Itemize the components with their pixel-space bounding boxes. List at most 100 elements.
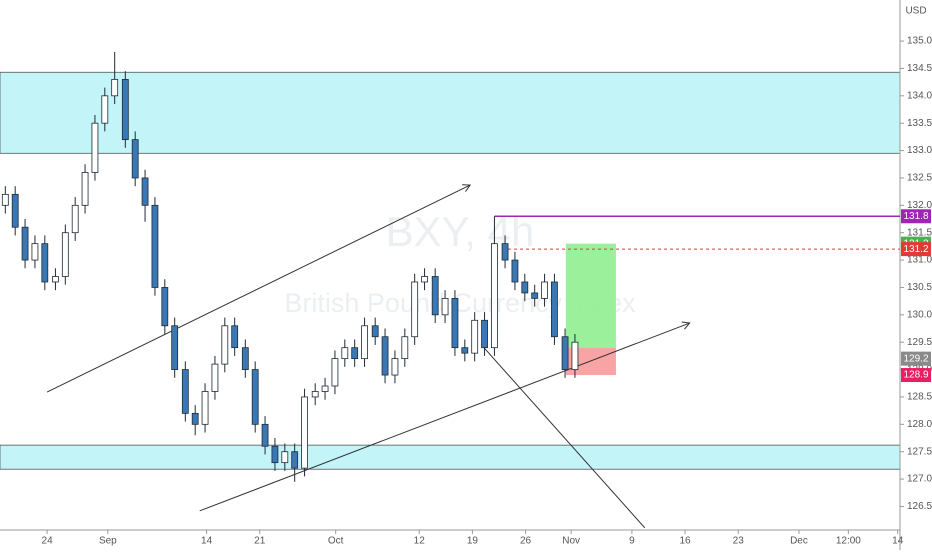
- price-label: 131.2: [903, 244, 928, 255]
- candle-body: [411, 281, 419, 338]
- candle-body: [21, 226, 29, 261]
- x-tick-label: 9: [629, 536, 635, 547]
- candle-body: [401, 336, 409, 360]
- y-tick-label: 135.0: [907, 36, 932, 47]
- x-tick-label: 14: [892, 536, 904, 547]
- y-tick-label: 130.0: [907, 309, 932, 320]
- candle-body: [251, 369, 259, 425]
- candle-body: [571, 341, 579, 370]
- candle-body: [1, 193, 9, 206]
- candle-body: [191, 412, 199, 425]
- candle-body: [541, 281, 548, 299]
- y-tick-label: 127.5: [907, 446, 932, 457]
- x-tick-label: 12:00: [836, 536, 861, 547]
- candle-body: [451, 297, 459, 349]
- x-tick-label: 12: [414, 536, 426, 547]
- x-tick-label: Nov: [562, 536, 580, 547]
- y-tick-label: 133.0: [907, 145, 932, 156]
- x-tick-label: 23: [733, 536, 745, 547]
- candle-body: [161, 287, 169, 327]
- y-tick-label: 131.5: [907, 227, 932, 238]
- candle-body: [561, 336, 569, 370]
- candle-body: [441, 297, 449, 316]
- x-tick-label: 24: [42, 536, 54, 547]
- candle-body: [291, 451, 299, 469]
- x-tick-label: Sep: [99, 536, 117, 547]
- candle-body: [531, 292, 539, 299]
- candle-body: [461, 347, 469, 354]
- y-tick-label: 132.5: [907, 173, 932, 184]
- candle-body: [11, 193, 19, 228]
- position-profit: [565, 243, 616, 348]
- price-label: 131.8: [903, 211, 928, 222]
- y-tick-label: 131.0: [907, 255, 932, 266]
- candle-body: [271, 445, 279, 464]
- candle-body: [551, 281, 558, 338]
- candle-body: [221, 325, 229, 365]
- y-tick-label: 129.5: [907, 337, 932, 348]
- candle-body: [521, 281, 529, 294]
- candle-body: [361, 325, 368, 360]
- zones: [0, 71, 901, 470]
- candle-body: [371, 325, 379, 338]
- trend-line: [481, 344, 646, 529]
- y-tick-label: 127.0: [907, 474, 932, 485]
- candle-body: [41, 243, 49, 283]
- candle-body: [121, 78, 129, 141]
- candle-body: [91, 122, 99, 173]
- candle-body: [31, 243, 39, 261]
- candle-body: [491, 243, 498, 349]
- trend-line: [46, 184, 471, 393]
- x-tick-label: 26: [520, 536, 532, 547]
- x-tick-label: 21: [254, 536, 266, 547]
- candle-body: [61, 232, 69, 277]
- candle-body: [421, 276, 428, 283]
- y-tick-label: 133.5: [907, 118, 932, 129]
- price-label-box: [901, 368, 931, 383]
- candle-body: [281, 451, 289, 464]
- y-tick-label: 128.0: [907, 419, 932, 430]
- price-label-box: [901, 242, 931, 257]
- y-tick-label: 134.5: [907, 63, 932, 74]
- currency-label: USD: [905, 6, 926, 17]
- candle-body: [101, 95, 109, 124]
- candle-body: [171, 325, 179, 370]
- candle-body: [391, 358, 399, 376]
- candle-body: [261, 423, 269, 447]
- price-label: 128.9: [903, 370, 928, 381]
- candle-body: [341, 347, 349, 360]
- candle-body: [71, 204, 79, 234]
- candle-body: [211, 363, 219, 392]
- candle-body: [511, 259, 519, 283]
- candle-body: [501, 243, 509, 261]
- candle-body: [431, 276, 439, 316]
- candle-body: [381, 336, 389, 376]
- price-label-box: [901, 351, 931, 366]
- y-tick-label: 126.5: [907, 501, 932, 512]
- candle-body: [241, 347, 249, 370]
- candle-body: [151, 204, 159, 288]
- candle-body: [351, 347, 359, 360]
- candle-body: [52, 276, 59, 283]
- zone: [0, 444, 901, 470]
- x-tick-label: 19: [467, 536, 479, 547]
- candle-body: [231, 325, 239, 349]
- price-label: 129.2: [903, 353, 928, 364]
- candle-body: [331, 358, 339, 387]
- x-tick-label: Dec: [790, 536, 808, 547]
- x-tick-label: Oct: [328, 536, 344, 547]
- y-tick-label: 134.0: [907, 90, 932, 101]
- candle-body: [481, 319, 488, 349]
- x-tick-label: 16: [680, 536, 692, 547]
- y-tick-label: 128.5: [907, 392, 932, 403]
- candle-body: [301, 396, 308, 469]
- zone: [0, 71, 901, 154]
- candle-body: [181, 369, 189, 414]
- x-tick-label: 14: [201, 536, 213, 547]
- y-tick-label: 130.5: [907, 282, 932, 293]
- candle-body: [141, 177, 149, 206]
- y-tick-label: 132.0: [907, 200, 932, 211]
- candle-body: [111, 78, 119, 97]
- candle-body: [321, 385, 329, 392]
